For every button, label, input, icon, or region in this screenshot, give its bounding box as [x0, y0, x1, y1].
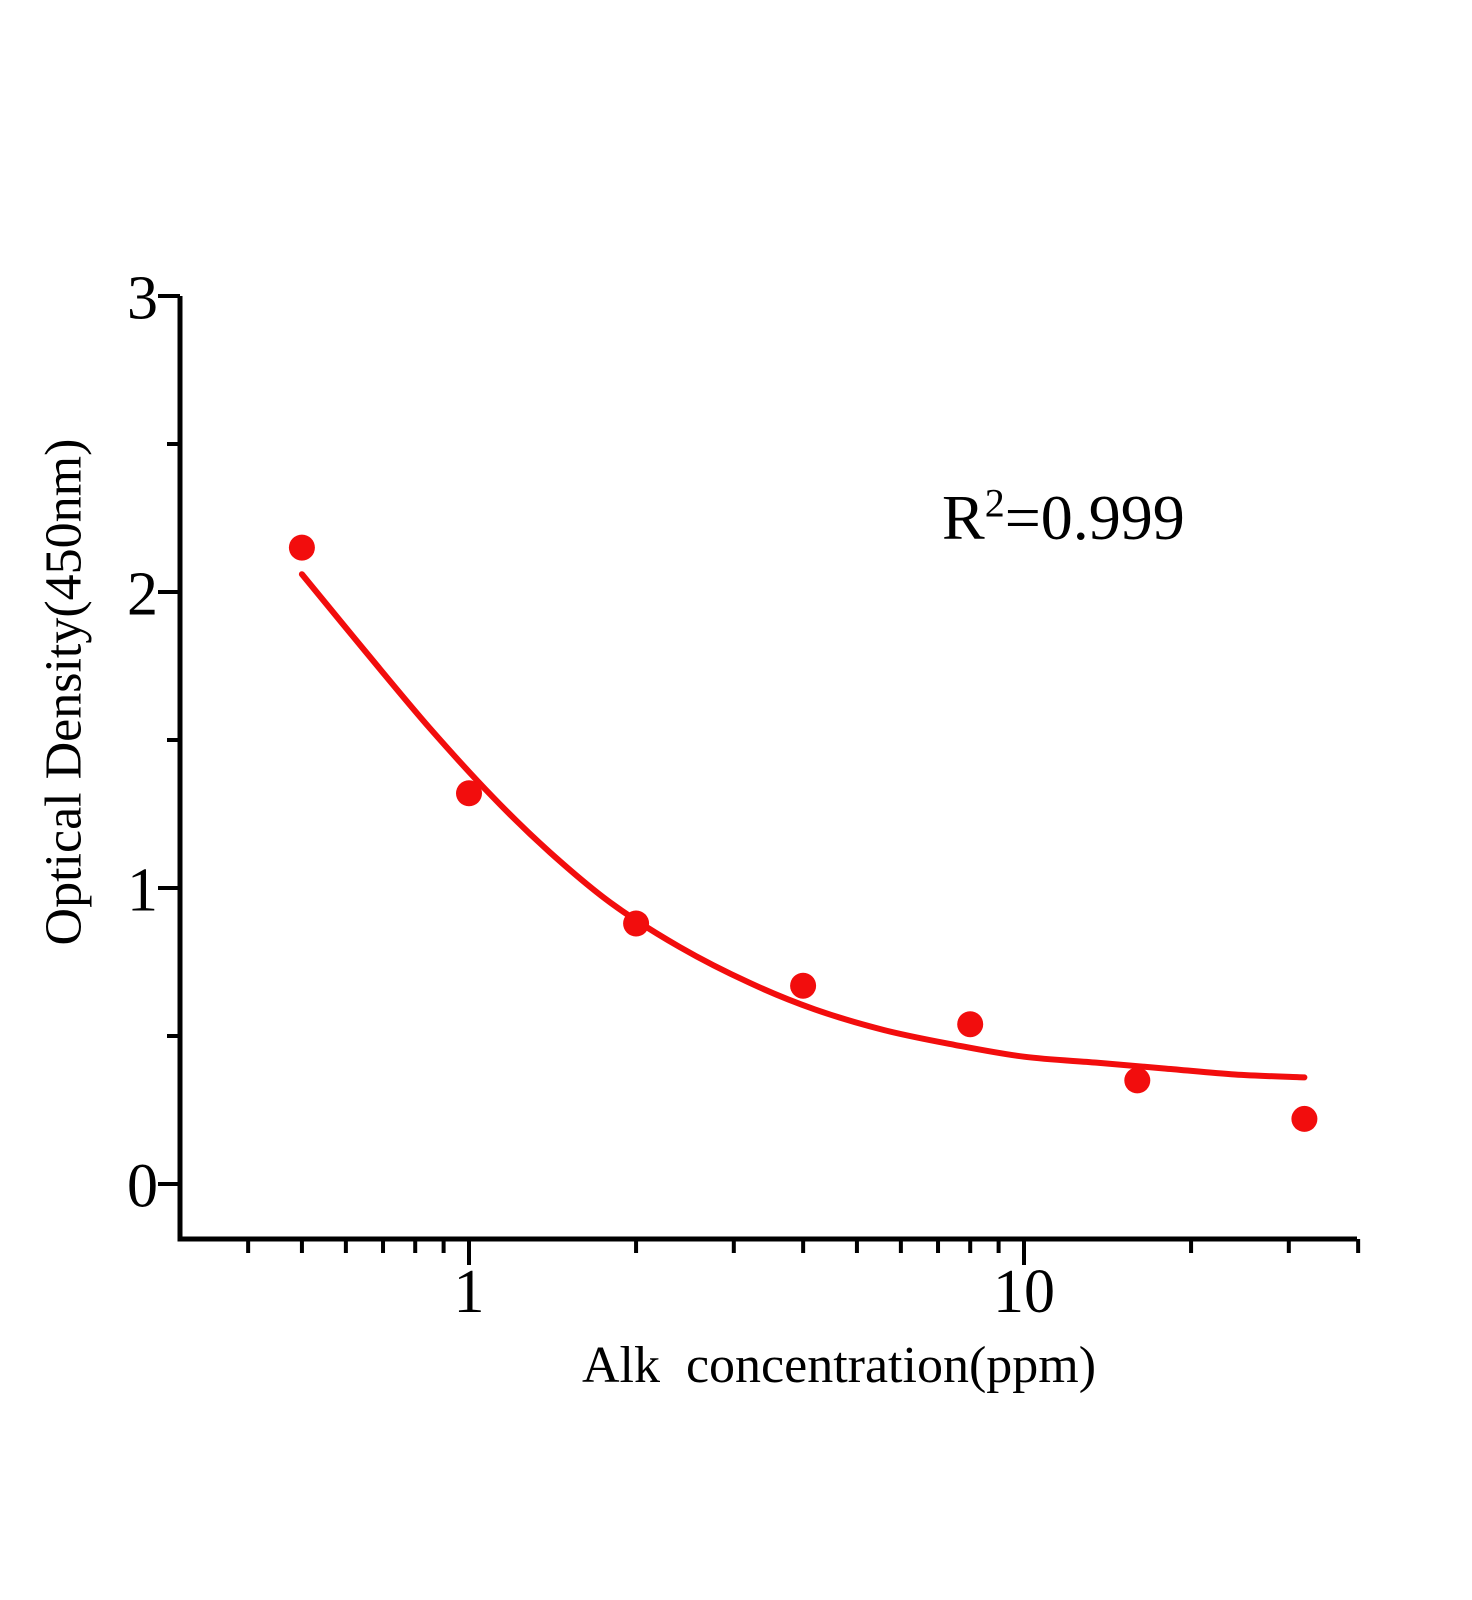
r-squared-exponent: 2	[984, 480, 1005, 526]
y-tick-label: 1	[127, 856, 158, 924]
y-axis-title: Optical Density(450nm)	[35, 438, 93, 946]
axes-lines	[177, 296, 1357, 1242]
data-point	[1291, 1105, 1318, 1132]
data-point	[623, 910, 650, 937]
data-point	[288, 534, 315, 561]
x-tick-label: 10	[993, 1258, 1055, 1326]
data-point	[1124, 1067, 1151, 1094]
x-tick-label: 1	[454, 1258, 485, 1326]
y-tick-label: 2	[127, 560, 158, 628]
data-point	[790, 972, 817, 999]
r-squared-value: =0.999	[1004, 482, 1185, 553]
y-tick-label: 0	[127, 1152, 158, 1220]
y-tick-label: 3	[127, 264, 158, 332]
fit-curve	[298, 571, 1308, 1081]
r-squared-annotation: R2=0.999	[942, 483, 1185, 550]
data-point	[957, 1011, 984, 1038]
r-squared-base: R	[942, 482, 985, 553]
x-axis-title: Alk concentration(ppm)	[581, 1337, 1097, 1394]
data-point	[456, 780, 482, 807]
